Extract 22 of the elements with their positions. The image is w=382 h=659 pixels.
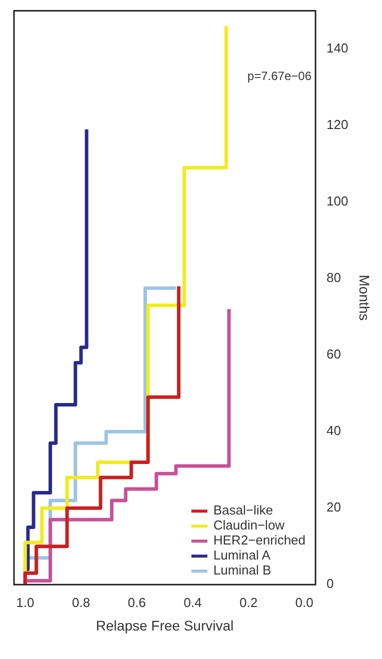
y-tick-label: 0 — [326, 576, 334, 592]
annotation: p=7.67e−06 — [247, 69, 312, 84]
x-tick-label: 0.6 — [128, 594, 146, 610]
y-tick-label: 80 — [326, 270, 341, 286]
x-tick-label: 0.4 — [184, 594, 202, 610]
y-tick-label: 100 — [326, 194, 348, 209]
legend-label: Basal−like — [213, 502, 273, 518]
legend-label: Luminal B — [213, 562, 272, 578]
x-tick-label: 1.0 — [16, 594, 34, 610]
legend-label: Claudin−low — [213, 518, 286, 533]
x-tick-label: 0.2 — [239, 594, 258, 610]
x-axis-title: Relapse Free Survival — [96, 617, 234, 634]
y-tick-label: 140 — [326, 40, 348, 56]
x-tick-label: 0.8 — [72, 594, 90, 610]
x-tick-label: 0.0 — [295, 594, 314, 610]
y-tick-label: 20 — [326, 500, 341, 515]
y-tick-label: 60 — [326, 346, 341, 362]
legend-label: HER2−enriched — [213, 532, 306, 548]
y-tick-label: 120 — [326, 117, 348, 132]
y-axis-title: Months — [356, 274, 373, 321]
legend-label: Luminal A — [213, 548, 271, 563]
y-tick-label: 40 — [326, 423, 341, 438]
